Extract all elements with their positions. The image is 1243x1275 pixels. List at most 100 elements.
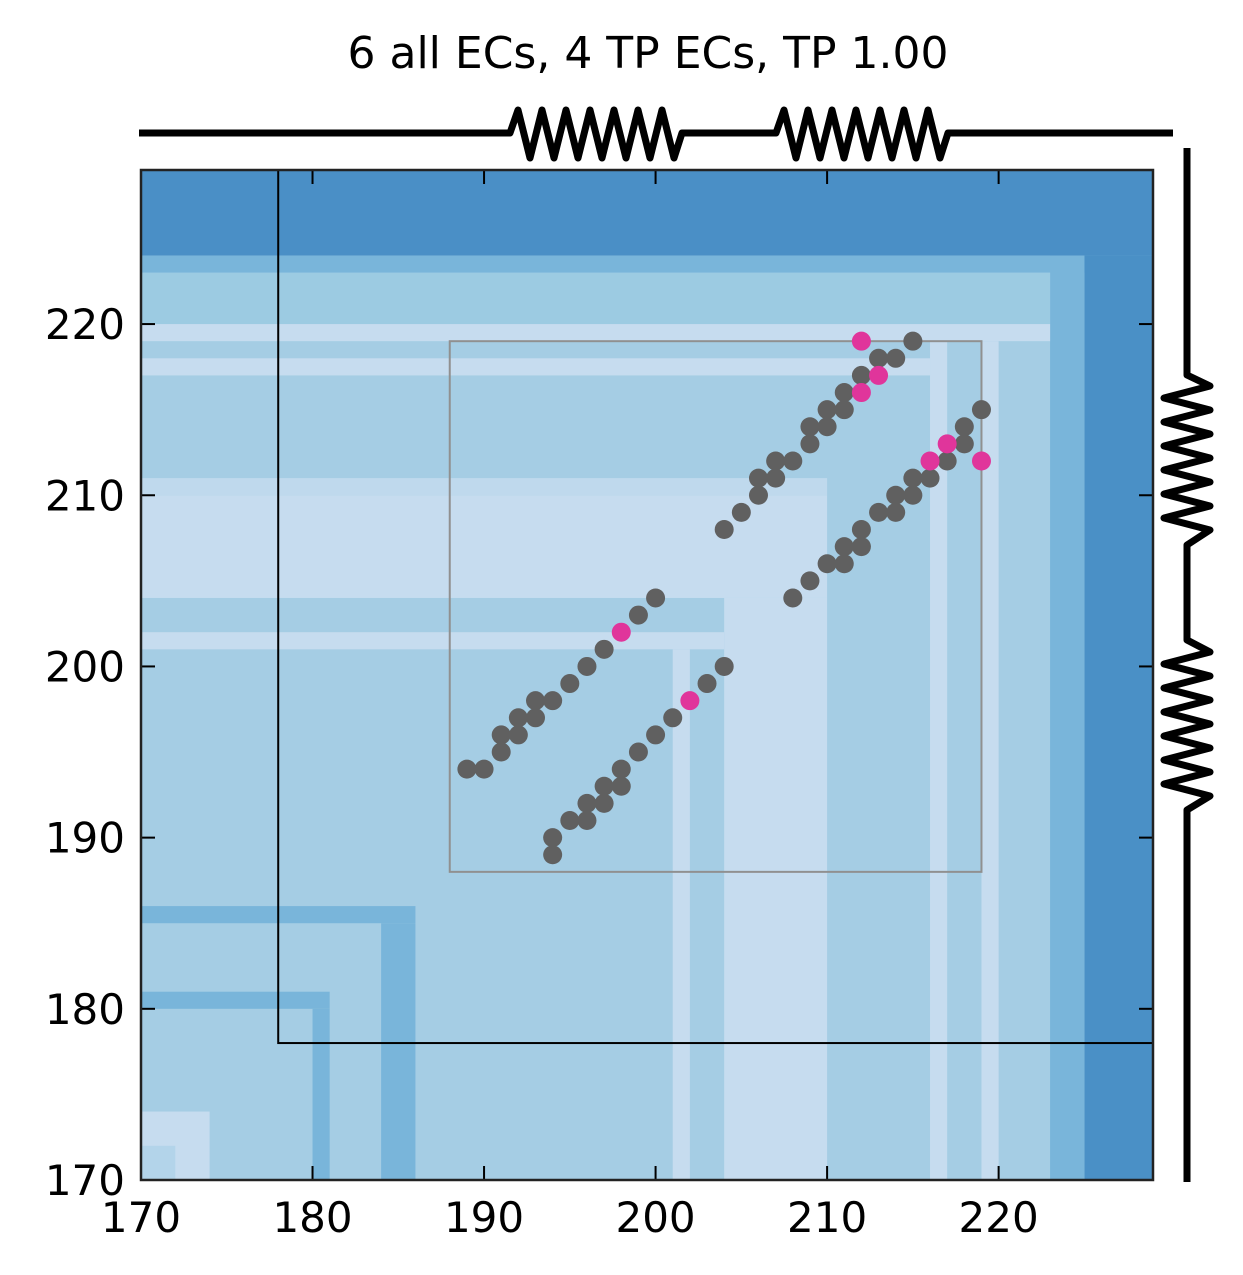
heatmap-band <box>141 478 828 496</box>
x-tick-label: 200 <box>615 1193 695 1242</box>
contact-point <box>800 434 820 454</box>
contact-point <box>628 742 648 762</box>
heatmap-band <box>141 358 931 376</box>
heatmap-band <box>981 341 999 1181</box>
contact-point <box>954 417 974 437</box>
contact-point <box>474 759 494 779</box>
contact-point <box>903 468 923 488</box>
chart-title: 6 all ECs, 4 TP ECs, TP 1.00 <box>348 28 949 79</box>
heatmap-band <box>724 597 828 1180</box>
contact-point <box>851 365 871 385</box>
contact-point <box>543 845 563 865</box>
contact-point <box>748 468 768 488</box>
contact-point <box>611 759 631 779</box>
true-positive-point <box>869 365 889 385</box>
contact-point <box>577 793 597 813</box>
contact-point <box>646 588 666 608</box>
y-tick-label: 210 <box>45 471 125 520</box>
top-secondary-structure-track <box>139 106 1173 162</box>
contact-point <box>491 742 511 762</box>
contact-point <box>971 400 991 420</box>
contact-point <box>817 417 837 437</box>
contact-point <box>783 588 803 608</box>
contact-point <box>594 639 614 659</box>
contact-point <box>800 417 820 437</box>
x-tick-label: 210 <box>787 1193 867 1242</box>
true-positive-point <box>971 451 991 471</box>
contact-point <box>594 776 614 796</box>
heatmap-band <box>312 1008 330 1180</box>
y-tick-label: 220 <box>45 300 125 349</box>
contact-point <box>834 383 854 403</box>
true-positive-point <box>851 331 871 351</box>
contact-point <box>611 776 631 796</box>
contact-point <box>954 434 974 454</box>
true-positive-point <box>937 434 957 454</box>
y-tick-label: 190 <box>45 814 125 863</box>
contact-point <box>766 468 786 488</box>
heatmap-band <box>141 991 330 1009</box>
heatmap-band <box>141 495 828 598</box>
contact-point <box>766 451 786 471</box>
contact-point <box>663 708 683 728</box>
heatmap-band <box>1050 255 1085 1181</box>
contact-point <box>628 605 648 625</box>
heatmap-band <box>672 649 690 1180</box>
contact-point <box>526 708 546 728</box>
true-positive-point <box>920 451 940 471</box>
contact-point <box>817 554 837 574</box>
y-tick-label: 170 <box>45 1156 125 1205</box>
heatmap-band <box>1084 255 1153 1181</box>
contact-point <box>800 571 820 591</box>
x-tick-label: 220 <box>959 1193 1039 1242</box>
contact-point <box>783 451 803 471</box>
plot-area: 170 180 190 200 210 220 170 180 190 200 210 220 <box>45 168 1155 1242</box>
contact-point <box>714 656 734 676</box>
contact-point <box>903 331 923 351</box>
contact-point <box>560 811 580 831</box>
heatmap-band <box>141 632 725 650</box>
heatmap-band <box>141 1145 176 1180</box>
contact-point <box>543 828 563 848</box>
heatmap-band <box>141 255 1153 273</box>
contact-point <box>834 554 854 574</box>
contact-point <box>543 691 563 711</box>
true-positive-point <box>611 622 631 642</box>
contact-point <box>526 691 546 711</box>
contact-point <box>491 725 511 745</box>
right-secondary-structure-track <box>1160 148 1214 1182</box>
contact-point <box>731 502 751 522</box>
top-helix-track <box>139 106 1173 162</box>
contact-point <box>508 725 528 745</box>
contact-point <box>577 811 597 831</box>
heatmap-band <box>141 170 1153 256</box>
heatmap-band <box>141 324 1051 342</box>
contact-point <box>646 725 666 745</box>
contact-point <box>886 485 906 505</box>
true-positive-point <box>851 383 871 403</box>
axis-ticks: 170 180 190 200 210 220 170 180 190 200 210 220 <box>45 170 1153 1242</box>
y-tick-label: 200 <box>45 642 125 691</box>
x-tick-label: 180 <box>272 1193 352 1242</box>
contact-point <box>869 348 889 368</box>
true-positive-point <box>680 691 700 711</box>
inner-region-box <box>448 340 983 873</box>
contact-point <box>594 793 614 813</box>
plot-frame <box>139 168 1155 1182</box>
contact-point <box>748 485 768 505</box>
x-tick-label: 170 <box>101 1193 181 1242</box>
contact-point <box>920 468 940 488</box>
contact-point <box>834 537 854 557</box>
y-tick-label: 180 <box>45 985 125 1034</box>
contact-point <box>886 502 906 522</box>
contact-point <box>834 400 854 420</box>
right-helix-track <box>1160 148 1214 1182</box>
contact-point <box>869 502 889 522</box>
contact-point <box>817 400 837 420</box>
contact-point <box>697 674 717 694</box>
x-tick-label: 190 <box>444 1193 524 1242</box>
contact-point <box>851 537 871 557</box>
contact-point <box>560 674 580 694</box>
heatmap-band <box>381 923 416 1180</box>
